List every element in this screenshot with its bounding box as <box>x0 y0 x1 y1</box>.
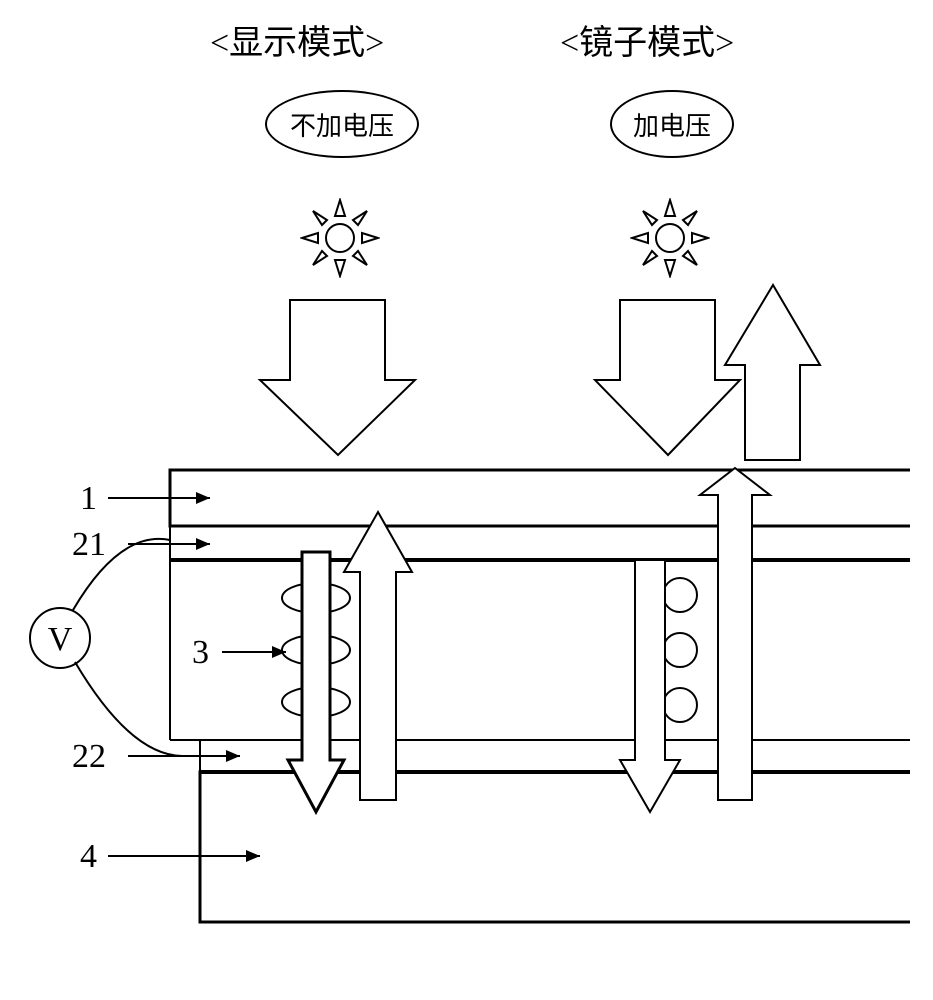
big-down-arrow-left <box>260 300 415 455</box>
big-down-arrow-right <box>595 300 740 455</box>
ref-label-22: 22 <box>72 738 106 776</box>
big-up-arrow-right-top <box>725 285 820 460</box>
inner-up-arrow-left <box>344 512 412 800</box>
lc-right-3 <box>663 688 697 722</box>
ref-label-1: 1 <box>80 480 97 518</box>
lc-right-1 <box>663 578 697 612</box>
diagram-svg: V <box>0 0 933 1000</box>
ref-label-3: 3 <box>192 634 209 672</box>
ref-label-4: 4 <box>80 838 97 876</box>
lc-right-2 <box>663 633 697 667</box>
voltage-source-label: V <box>48 621 73 658</box>
layer-1-rect <box>170 470 910 526</box>
diagram-root: <显示模式> <镜子模式> 不加电压 加电压 <box>0 0 933 1000</box>
inner-up-arrow-right <box>700 468 770 800</box>
ref-label-21: 21 <box>72 526 106 564</box>
